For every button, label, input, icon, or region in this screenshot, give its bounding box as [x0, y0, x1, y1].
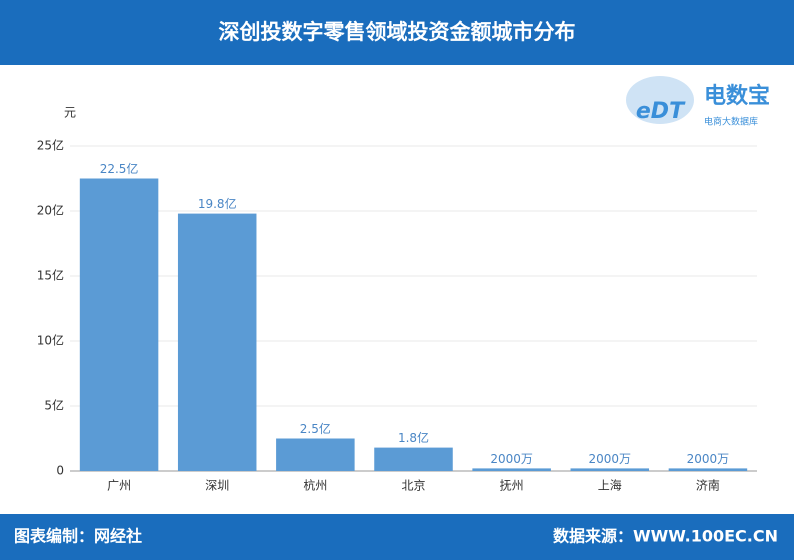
x-tick-label: 抚州 [500, 479, 524, 493]
y-tick-label: 20亿 [37, 203, 64, 218]
footer-left: 图表编制：网经社 [14, 527, 142, 546]
bar [177, 213, 257, 471]
y-tick-label: 10亿 [37, 333, 64, 348]
footer-bar [0, 514, 794, 560]
value-label: 2000万 [589, 452, 632, 466]
header-bar [0, 0, 794, 65]
value-label: 1.8亿 [398, 430, 429, 445]
value-label: 2.5亿 [300, 421, 331, 436]
y-tick-label: 25亿 [37, 138, 64, 153]
bar [79, 178, 159, 471]
y-tick-label: 15亿 [37, 268, 64, 283]
page-title: 深创投数字零售领域投资金额城市分布 [219, 20, 576, 44]
x-tick-label: 济南 [696, 478, 720, 493]
bar [276, 438, 355, 471]
bar [570, 468, 650, 471]
y-tick-label: 5亿 [44, 398, 64, 413]
x-tick-label: 杭州 [303, 478, 327, 493]
value-label: 2000万 [687, 452, 730, 466]
value-label: 19.8亿 [198, 196, 237, 211]
x-tick-label: 北京 [401, 479, 425, 493]
x-tick-label: 深圳 [205, 479, 229, 493]
x-tick-label: 广州 [107, 479, 131, 493]
bar [668, 468, 748, 471]
logo-tagline: 电商大数据库 [704, 116, 758, 128]
logo-cloud [626, 76, 694, 124]
bar [374, 447, 453, 471]
y-tick-label: 0 [56, 464, 64, 478]
logo-mark: eDT [636, 99, 686, 124]
y-unit: 元 [64, 106, 76, 120]
value-label: 2000万 [490, 452, 533, 466]
value-label: 22.5亿 [100, 161, 139, 176]
bar [472, 468, 551, 471]
logo-name: 电数宝 [704, 83, 770, 109]
x-tick-label: 上海 [598, 478, 622, 493]
footer-right: 数据来源：WWW.100EC.CN [553, 527, 778, 546]
logo: eDT 电数宝 电商大数据库 [626, 76, 770, 128]
